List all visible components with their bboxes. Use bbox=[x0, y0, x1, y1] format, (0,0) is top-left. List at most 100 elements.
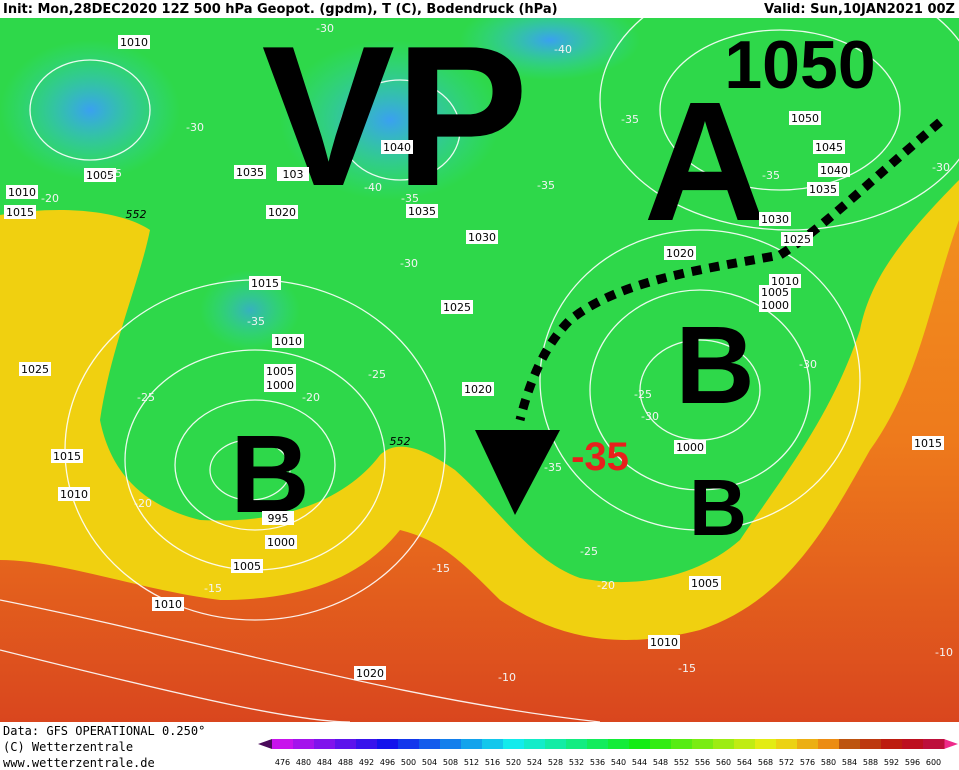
isobar-label: 1040 bbox=[383, 141, 411, 154]
scale-cell bbox=[482, 739, 504, 749]
scale-cell bbox=[398, 739, 420, 749]
isobar-label-box bbox=[759, 212, 791, 226]
isobar-label: 1015 bbox=[53, 450, 81, 463]
isobar-label: 1025 bbox=[783, 233, 811, 246]
isobar-label: 1010 bbox=[771, 275, 799, 288]
isobar-label: 1010 bbox=[274, 335, 302, 348]
scale-cell bbox=[608, 739, 630, 749]
scale-label: 544 bbox=[632, 758, 647, 767]
scale-cell bbox=[566, 739, 588, 749]
scale-label: 520 bbox=[506, 758, 521, 767]
isobar-label-box bbox=[84, 168, 116, 182]
isobar-label-box bbox=[648, 635, 680, 649]
isobar-label-box bbox=[265, 535, 297, 549]
scale-cell bbox=[629, 739, 651, 749]
cold-core bbox=[0, 40, 180, 180]
scale-label: 580 bbox=[821, 758, 836, 767]
scale-label: 560 bbox=[716, 758, 731, 767]
scale-cell bbox=[461, 739, 483, 749]
isobar-label-box bbox=[462, 382, 494, 396]
scale-cell bbox=[923, 739, 945, 749]
scale-cell bbox=[650, 739, 672, 749]
isobar-label: 1015 bbox=[914, 437, 942, 450]
scale-label: 508 bbox=[443, 758, 458, 767]
scale-label: 536 bbox=[590, 758, 605, 767]
isobar-label: 1000 bbox=[676, 441, 704, 454]
scale-label: 572 bbox=[779, 758, 794, 767]
isobar-label-box bbox=[277, 167, 309, 181]
isobar-label: 103 bbox=[283, 168, 304, 181]
temperature-label: -35 bbox=[537, 179, 555, 192]
isobar-label: 1005 bbox=[266, 365, 294, 378]
scale-cell bbox=[314, 739, 336, 749]
isobar-label-box bbox=[272, 334, 304, 348]
scale-cell bbox=[818, 739, 840, 749]
scale-label: 504 bbox=[422, 758, 437, 767]
scale-label: 552 bbox=[674, 758, 689, 767]
temperature-label: -40 bbox=[554, 43, 572, 56]
isobar-label-box bbox=[381, 140, 413, 154]
header-init: Init: Mon,28DEC2020 12Z 500 hPa Geopot. … bbox=[3, 2, 558, 17]
header-bar bbox=[0, 0, 959, 18]
scale-label: 480 bbox=[296, 758, 311, 767]
scale-cell bbox=[839, 739, 861, 749]
scale-label: 476 bbox=[275, 758, 290, 767]
isobar-label-box bbox=[441, 300, 473, 314]
isobar-label-box bbox=[466, 230, 498, 244]
temperature-label: -30 bbox=[799, 358, 817, 371]
annotation: 1050 bbox=[724, 27, 875, 103]
scale-label: 512 bbox=[464, 758, 479, 767]
scale-cell bbox=[377, 739, 399, 749]
isobar-label: 1020 bbox=[268, 206, 296, 219]
scale-cell bbox=[902, 739, 924, 749]
isobar-label-box bbox=[6, 185, 38, 199]
isobar-label-box bbox=[759, 298, 791, 312]
scale-cell bbox=[503, 739, 525, 749]
scale-label: 540 bbox=[611, 758, 626, 767]
scale-cell bbox=[755, 739, 777, 749]
cold-core bbox=[280, 40, 500, 200]
scale-cell bbox=[356, 739, 378, 749]
scale-label: 516 bbox=[485, 758, 500, 767]
isobar-label: 1005 bbox=[761, 286, 789, 299]
temperature-label: -40 bbox=[364, 181, 382, 194]
scale-end bbox=[258, 739, 272, 749]
scale-cell bbox=[734, 739, 756, 749]
scale-cell bbox=[419, 739, 441, 749]
scale-cell bbox=[293, 739, 315, 749]
isobar-label-box bbox=[19, 362, 51, 376]
temperature-label: -25 bbox=[368, 368, 386, 381]
isobar-label: 1010 bbox=[120, 36, 148, 49]
isobar-label-box bbox=[264, 364, 296, 378]
scale-cell bbox=[671, 739, 693, 749]
scale-label: 488 bbox=[338, 758, 353, 767]
temperature-label: -20 bbox=[41, 192, 59, 205]
annotation: -35 bbox=[571, 435, 629, 479]
temperature-label: -35 bbox=[762, 169, 780, 182]
trough-line bbox=[515, 118, 943, 422]
temperature-label: -20 bbox=[597, 579, 615, 592]
footer-text: (C) Wetterzentrale bbox=[3, 740, 133, 754]
isobar-label-box bbox=[249, 276, 281, 290]
temperature-label: -35 bbox=[544, 461, 562, 474]
scale-label: 492 bbox=[359, 758, 374, 767]
scale-label: 556 bbox=[695, 758, 710, 767]
scale-label: 548 bbox=[653, 758, 668, 767]
temperature-label: -10 bbox=[935, 646, 953, 659]
isobar-label-box bbox=[118, 35, 150, 49]
scale-cell bbox=[545, 739, 567, 749]
scale-label: 496 bbox=[380, 758, 395, 767]
color-scale: 476 480 484 488 492 496 500 504 508 512 516 520 524 5… bbox=[258, 739, 958, 767]
scale-label: 588 bbox=[863, 758, 878, 767]
isobar-label-box bbox=[264, 378, 296, 392]
isobar-label: 1035 bbox=[408, 205, 436, 218]
scale-cell bbox=[524, 739, 546, 749]
scale-label: 500 bbox=[401, 758, 416, 767]
isobar-label: 1035 bbox=[809, 183, 837, 196]
isobar-label: 1000 bbox=[267, 536, 295, 549]
scale-label: 484 bbox=[317, 758, 332, 767]
height-label: 552 bbox=[126, 208, 147, 221]
temperature-label: -15 bbox=[678, 662, 696, 675]
scale-label: 528 bbox=[548, 758, 563, 767]
